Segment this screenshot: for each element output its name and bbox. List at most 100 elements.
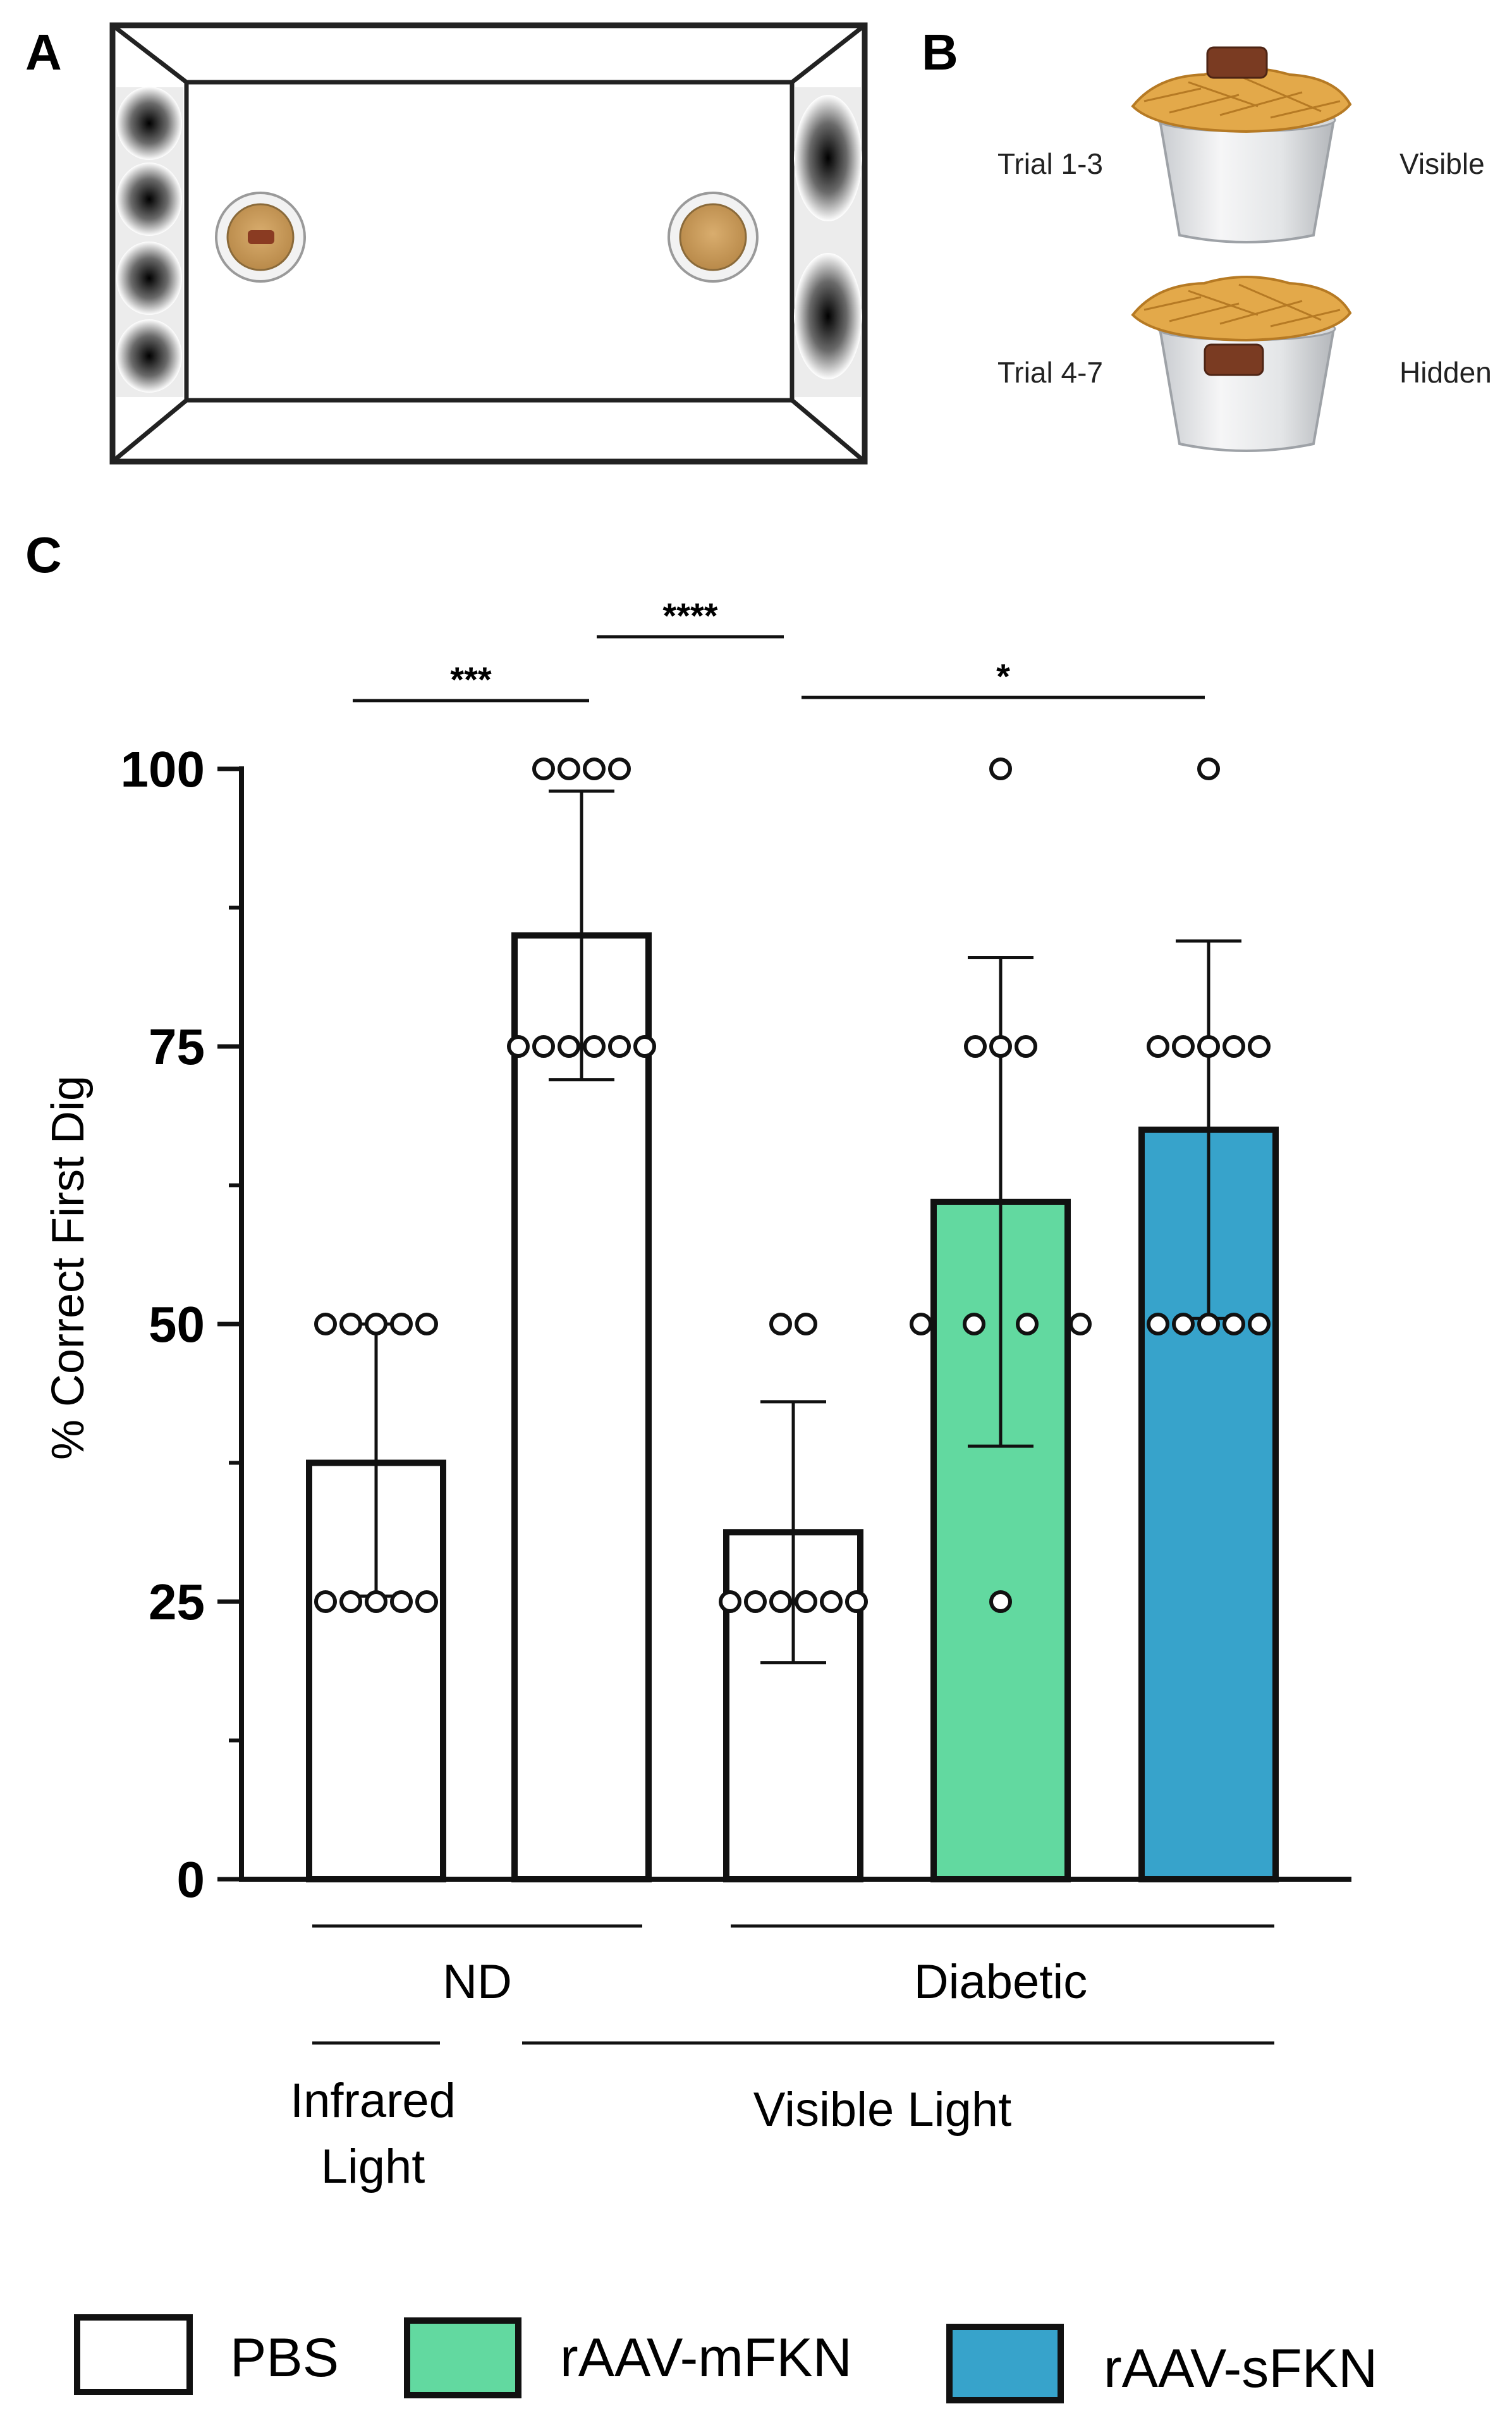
- y-tick-label: 100: [121, 741, 205, 797]
- arena-edge-br: [790, 398, 867, 463]
- data-point: [820, 1590, 843, 1613]
- data-point: [1248, 1035, 1271, 1058]
- cue-spot: [794, 253, 862, 379]
- data-point: [1197, 1313, 1220, 1335]
- data-point: [583, 1035, 606, 1058]
- points-layer: [314, 758, 1271, 1613]
- dish-with-food: [215, 192, 306, 283]
- data-point: [1015, 1035, 1037, 1058]
- data-point: [608, 758, 631, 780]
- infrared-label-line-2: Light: [321, 2140, 425, 2193]
- data-point: [964, 1035, 987, 1058]
- data-point: [558, 758, 580, 780]
- bar-group: [723, 1400, 863, 1882]
- y-tick-label: 25: [149, 1574, 205, 1630]
- data-point: [963, 1313, 985, 1335]
- data-point: [1172, 1313, 1195, 1335]
- legend-item-pbs: PBS: [74, 2314, 339, 2395]
- visible-light-label: Visible Light: [753, 2083, 1011, 2137]
- data-point: [390, 1590, 413, 1613]
- bars-layer: [306, 789, 1279, 1882]
- straw-fibers: [1143, 283, 1341, 328]
- data-point: [1222, 1313, 1245, 1335]
- data-point: [1147, 1035, 1169, 1058]
- data-point: [1248, 1313, 1271, 1335]
- bar-group: [306, 1322, 446, 1882]
- data-point: [314, 1590, 337, 1613]
- legend: PBS rAAV-mFKN rAAV-sFKN: [74, 2314, 1377, 2403]
- dish-bedding: [679, 203, 747, 271]
- y-tick-label: 50: [149, 1296, 205, 1353]
- data-point: [989, 1590, 1012, 1613]
- data-point: [507, 1035, 530, 1058]
- data-point: [769, 1590, 792, 1613]
- data-point: [1197, 1035, 1220, 1058]
- data-point: [558, 1035, 580, 1058]
- arena-diagram: [109, 22, 868, 465]
- data-point: [769, 1313, 792, 1335]
- data-point: [1016, 1313, 1039, 1335]
- significance-layer: ********: [353, 596, 1205, 702]
- data-point: [989, 1035, 1012, 1058]
- data-point: [845, 1590, 868, 1613]
- right-cue-panel: [794, 87, 862, 397]
- arena-edge-tl: [111, 23, 188, 84]
- dish-empty: [668, 192, 759, 283]
- legend-swatch-sfkn: [946, 2324, 1064, 2403]
- data-point: [744, 1590, 767, 1613]
- bucket-visible-pellet: [1131, 46, 1352, 243]
- y-axis-label: % Correct First Dig: [43, 1076, 94, 1460]
- cue-spot: [116, 163, 182, 236]
- cue-spot: [116, 87, 182, 160]
- y-tick-label: 0: [177, 1851, 205, 1908]
- bar-group: [511, 789, 652, 1882]
- data-point: [1147, 1313, 1169, 1335]
- y-tick-label: 75: [149, 1019, 205, 1075]
- arena-edge-bl: [111, 398, 188, 463]
- data-point: [1172, 1035, 1195, 1058]
- data-point: [532, 1035, 555, 1058]
- panel-a-letter: A: [25, 24, 62, 80]
- data-point: [339, 1590, 362, 1613]
- cue-spot: [116, 319, 182, 393]
- infrared-label-line-1: Infrared: [290, 2074, 456, 2128]
- data-point: [314, 1313, 337, 1335]
- group-annotations: ND Diabetic Infrared Light Visible Light: [290, 1924, 1274, 2193]
- data-point: [365, 1313, 387, 1335]
- significance-label: ****: [662, 596, 717, 635]
- significance-label: ***: [450, 659, 492, 699]
- data-point: [415, 1590, 438, 1613]
- left-cue-panel: [116, 87, 183, 397]
- legend-item-mfkn: rAAV-mFKN: [404, 2317, 852, 2398]
- legend-swatch-mfkn: [404, 2317, 521, 2398]
- panel-b: B Trial 1-3 Visible Trial 4-7 Hidden: [922, 24, 1492, 452]
- data-point: [390, 1313, 413, 1335]
- cue-spot: [116, 242, 182, 315]
- data-point: [633, 1035, 656, 1058]
- data-point: [795, 1590, 817, 1613]
- significance-label: *: [996, 656, 1010, 696]
- data-point: [608, 1035, 631, 1058]
- trial-2-label: Trial 4-7: [997, 356, 1103, 389]
- nd-label: ND: [442, 1955, 512, 2009]
- cue-spot: [794, 95, 862, 221]
- legend-label-sfkn: rAAV-sFKN: [1104, 2338, 1377, 2399]
- bucket-body: [1158, 328, 1336, 452]
- data-point: [583, 758, 606, 780]
- bar-group: [930, 956, 1071, 1882]
- food-pellet: [1204, 343, 1264, 376]
- data-point: [415, 1313, 438, 1335]
- straw-fibers: [1143, 75, 1341, 119]
- legend-label-mfkn: rAAV-mFKN: [560, 2328, 852, 2388]
- food-pellet: [1206, 46, 1268, 79]
- data-point: [365, 1590, 387, 1613]
- diabetic-label: Diabetic: [914, 1955, 1088, 2009]
- data-point: [532, 758, 555, 780]
- data-point: [910, 1313, 932, 1335]
- bucket-body: [1158, 119, 1336, 243]
- trial-1-state: Visible: [1399, 147, 1485, 180]
- data-point: [795, 1313, 817, 1335]
- bucket-hidden-pellet: [1131, 276, 1352, 452]
